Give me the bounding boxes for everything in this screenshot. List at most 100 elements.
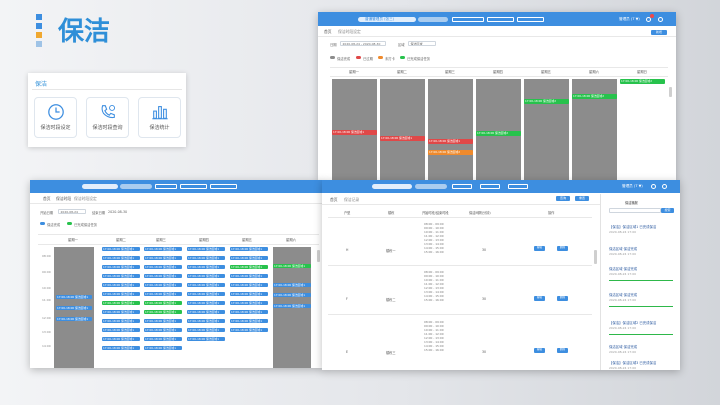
feed-item-title[interactable]: 保洁区域 保洁完成 [609, 345, 638, 349]
event-complete[interactable]: 17:00-18:00 保洁区域1 [102, 310, 140, 314]
tile-statistics[interactable]: 保洁统计 [138, 97, 181, 138]
event-complete[interactable]: 17:00-18:00 保洁区域1 [230, 301, 268, 305]
event-complete[interactable]: 17:00-18:00 保洁区域1 [230, 247, 268, 251]
scrollbar[interactable] [669, 87, 672, 97]
tab-records[interactable]: 保洁记录 [344, 197, 360, 202]
event-complete[interactable]: 17:00-18:00 保洁区域1 [144, 265, 182, 269]
bell-icon[interactable] [646, 16, 651, 22]
event-complete[interactable]: 17:00-18:00 保洁区域1 [230, 328, 268, 332]
event-done[interactable]: 17:00-18:00 保洁区域1 [144, 301, 182, 305]
time-slot-block[interactable] [428, 79, 473, 180]
event-complete[interactable]: 17:00-18:00 保洁区域1 [187, 256, 225, 260]
event-complete[interactable]: 17:00-18:00 保洁区域1 [144, 247, 182, 251]
event-complete[interactable]: 17:00-18:00 保洁区域1 [102, 283, 140, 287]
feed-search-input[interactable] [609, 208, 661, 213]
event-complete[interactable]: 17:00-18:00 保洁区域1 [187, 328, 225, 332]
edit-button[interactable]: 编辑 [534, 348, 545, 353]
event-done[interactable]: 17:00-18:00 保洁区域1 [273, 264, 311, 268]
event-expired[interactable]: 17:00-18:00 保洁区域1 [332, 130, 377, 135]
event-complete[interactable]: 17:00-18:00 保洁区域1 [144, 337, 182, 341]
tab-home[interactable]: 首页 [324, 29, 332, 34]
toolbar-button[interactable] [452, 16, 484, 22]
feed-item-title[interactable]: 保洁区域 保洁完成 [609, 247, 638, 251]
event-complete[interactable]: 17:00-18:00 保洁区域1 [102, 328, 140, 332]
scrollbar[interactable] [317, 250, 320, 262]
search-input[interactable] [418, 17, 448, 22]
power-icon[interactable] [662, 184, 667, 189]
event-complete[interactable]: 17:00-18:00 保洁区域2 [524, 99, 569, 104]
reset-button[interactable]: 重置 [575, 196, 589, 201]
edit-button[interactable]: 编辑 [534, 296, 545, 301]
tile-schedule-setting[interactable]: 保洁时段设定 [34, 97, 77, 138]
event-complete[interactable]: 17:00-18:00 保洁区域1 [230, 292, 268, 296]
event-complete[interactable]: 17:00-18:00 保洁区域1 [230, 310, 268, 314]
user-menu[interactable]: 管理员 (T ▼) [619, 17, 640, 21]
delete-button[interactable]: 删除 [557, 348, 568, 353]
query-button[interactable]: 查询 [556, 196, 570, 201]
tab-home[interactable]: 首页 [43, 196, 51, 201]
edit-button[interactable]: 编辑 [534, 246, 545, 251]
event-done[interactable]: 17:00-18:00 保洁区域1 [144, 310, 182, 314]
event-complete[interactable]: 17:00-18:00 保洁区域1 [144, 328, 182, 332]
event-complete[interactable]: 17:00-18:00 保洁区域1 [102, 346, 140, 350]
time-slot-block[interactable] [524, 79, 569, 180]
project-select[interactable] [82, 184, 118, 189]
event-complete[interactable]: 17:00-18:00 保洁区域1 [230, 274, 268, 278]
event-done[interactable]: 17:00-18:00 保洁区域1 [230, 265, 268, 269]
event-complete[interactable]: 17:00-18:00 保洁区域1 [273, 304, 311, 308]
tab-home[interactable]: 首页 [330, 197, 338, 202]
time-slot-block[interactable] [380, 79, 425, 180]
delete-button[interactable]: 删除 [557, 246, 568, 251]
event-complete[interactable]: 17:00-18:00 保洁区域2 [620, 79, 665, 84]
event-complete[interactable]: 17:00-18:00 保洁区域1 [187, 265, 225, 269]
time-slot-block[interactable] [476, 79, 521, 180]
toolbar-button[interactable] [480, 183, 500, 189]
project-select[interactable] [358, 17, 416, 22]
event-expired[interactable]: 17:00-18:00 保洁区域1 [380, 136, 425, 141]
search-input[interactable] [120, 184, 152, 189]
toolbar-button[interactable] [210, 183, 237, 189]
event-complete[interactable]: 17:00-18:00 保洁区域1 [187, 301, 225, 305]
event-complete[interactable]: 17:00-18:00 保洁区域1 [273, 293, 311, 297]
event-complete[interactable]: 17:00-18:00 保洁区域1 [230, 283, 268, 287]
event-complete[interactable]: 17:00-18:00 保洁区域1 [144, 274, 182, 278]
search-input[interactable] [415, 184, 447, 189]
feed-item-title[interactable]: 保洁区域 保洁完成 [609, 293, 638, 297]
event-complete[interactable]: 17:00-18:00 保洁区域1 [187, 310, 225, 314]
tab-schedule[interactable]: 保洁时段 [56, 196, 72, 201]
event-complete[interactable]: 17:00-18:00 保洁区域1 [102, 337, 140, 341]
event-complete[interactable]: 17:00-18:00 保洁区域1 [102, 319, 140, 323]
toolbar-button[interactable] [487, 16, 514, 22]
project-select[interactable] [372, 184, 412, 189]
event-complete[interactable]: 17:00-18:00 保洁区域1 [144, 319, 182, 323]
feed-item-title[interactable]: 【保洁】保洁区域2 已完成保洁 [609, 321, 657, 325]
power-icon[interactable] [658, 16, 663, 22]
event-complete[interactable]: 17:00-18:00 保洁区域2 [476, 131, 521, 136]
event-complete[interactable]: 17:00-18:00 保洁区域1 [187, 319, 225, 323]
event-complete[interactable]: 17:00-18:00 保洁区域1 [102, 292, 140, 296]
event-complete[interactable]: 17:00-18:00 保洁区域1 [102, 247, 140, 251]
event-complete[interactable]: 17:00-18:00 保洁区域1 [230, 319, 268, 323]
scrollbar[interactable] [594, 250, 597, 264]
end-date-value[interactable]: 2020-08-30 [108, 210, 128, 214]
event-complete[interactable]: 17:00-18:00 保洁区域1 [187, 337, 225, 341]
event-complete[interactable]: 17:00-18:00 保洁区域1 [102, 256, 140, 260]
event-complete[interactable]: 17:00-18:00 保洁区域1 [187, 292, 225, 296]
event-done[interactable]: 17:00-18:00 保洁区域1 [102, 301, 140, 305]
feed-search-button[interactable]: 搜索 [661, 208, 674, 213]
event-complete[interactable]: 17:00-18:00 保洁区域1 [56, 317, 92, 321]
event-complete[interactable]: 17:00-18:00 保洁区域1 [56, 306, 92, 310]
area-select[interactable]: 保洁区域 [408, 41, 436, 46]
toolbar-button[interactable] [155, 183, 177, 189]
event-complete[interactable]: 17:00-18:00 保洁区域1 [144, 346, 182, 350]
feed-item-title[interactable]: 保洁区域 保洁完成 [609, 267, 638, 271]
event-complete[interactable]: 17:00-18:00 保洁区域1 [187, 283, 225, 287]
toolbar-button[interactable] [180, 183, 207, 189]
toolbar-button[interactable] [517, 16, 544, 22]
event-complete[interactable]: 17:00-18:00 保洁区域2 [572, 94, 617, 99]
feed-item-title[interactable]: 【保洁】保洁区域1 已完成保洁 [609, 225, 657, 229]
event-complete[interactable]: 17:00-18:00 保洁区域1 [273, 283, 311, 287]
event-expired[interactable]: 17:00-18:00 保洁区域1 [428, 139, 473, 144]
delete-button[interactable]: 删除 [557, 296, 568, 301]
tile-schedule-query[interactable]: 保洁时段查询 [86, 97, 129, 138]
